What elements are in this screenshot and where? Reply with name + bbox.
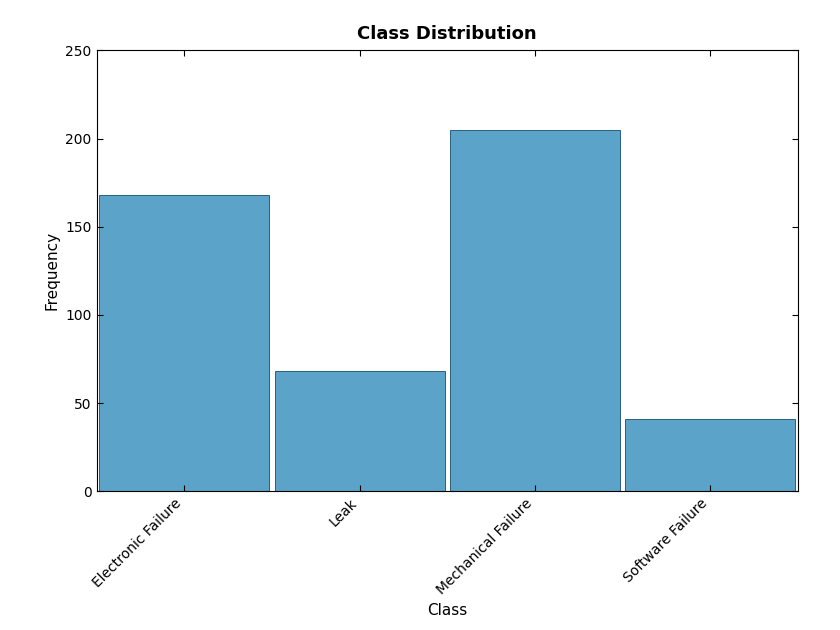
Title: Class Distribution: Class Distribution (358, 25, 537, 43)
Bar (625, 419, 795, 491)
Bar (275, 372, 444, 491)
Bar (99, 195, 270, 491)
Bar (450, 130, 620, 491)
X-axis label: Class: Class (428, 602, 467, 617)
Y-axis label: Frequency: Frequency (45, 231, 60, 311)
